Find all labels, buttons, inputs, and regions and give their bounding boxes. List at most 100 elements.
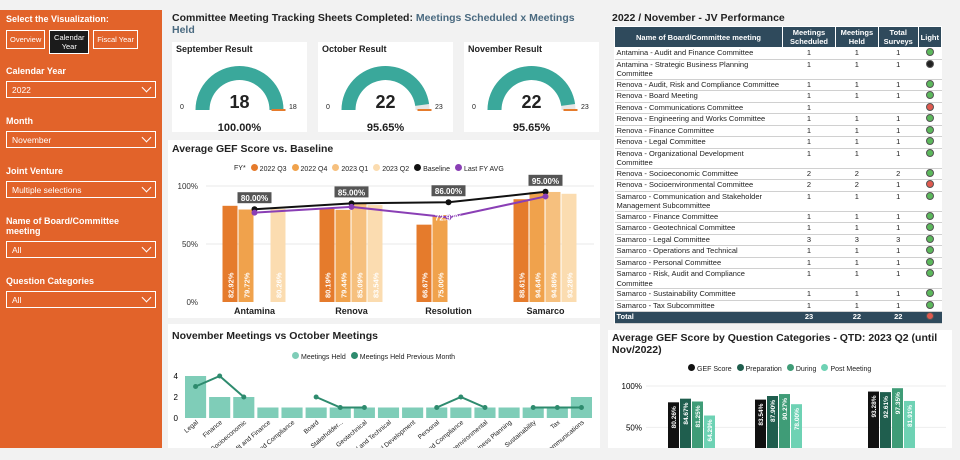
question-category-title: Average GEF Score by Question Categories… <box>612 332 938 356</box>
bar <box>450 407 472 418</box>
legend-swatch <box>291 164 299 171</box>
status-dot-icon <box>925 312 934 320</box>
table-row[interactable]: Renova - Legal Committee 1 1 1 <box>614 136 942 149</box>
status-dot-icon <box>925 180 934 188</box>
column-header[interactable]: Name of Board/Committee meeting <box>614 26 783 48</box>
table-row[interactable]: Renova - Socioenvironmental Committee 2 2 1 <box>614 179 942 192</box>
legend-item[interactable]: During <box>786 364 816 373</box>
metric-cell: 1 <box>835 268 879 289</box>
metric-cell <box>878 102 919 114</box>
table-row[interactable]: Samarco - Personal Committee 1 1 1 <box>614 257 942 269</box>
column-header[interactable]: Meetings Held <box>834 26 879 48</box>
table-row[interactable]: Total 23 22 22 <box>614 311 942 324</box>
metric-cell: 1 <box>878 268 919 289</box>
table-row[interactable]: Antamina - Strategic Business Planning C… <box>614 59 942 80</box>
gauge-percent: 95.65% <box>366 122 405 134</box>
table-row[interactable]: Samarco - Risk, Audit and Compliance Com… <box>614 268 942 289</box>
column-header[interactable]: Light <box>917 26 943 48</box>
table-row[interactable]: Samarco - Finance Committee 1 1 1 <box>614 211 942 223</box>
status-light <box>918 79 942 91</box>
legend-item[interactable]: 2023 Q2 <box>373 164 409 173</box>
table-row[interactable]: Samarco - Operations and Technical 1 1 1 <box>614 245 942 258</box>
status-dot-icon <box>925 223 934 231</box>
legend-item[interactable]: Meetings Held Previous Month <box>350 352 455 361</box>
metric-cell: 2 <box>835 168 879 180</box>
table-row[interactable]: Renova - Organizational Development Comm… <box>614 148 942 169</box>
jv-title: 2022 / November - JV Performance <box>612 12 785 24</box>
column-header[interactable]: Meetings Scheduled <box>782 26 836 48</box>
filter-dropdown[interactable]: November <box>6 131 156 148</box>
gauge-label: October Result <box>322 44 387 54</box>
filter-dropdown[interactable]: All <box>6 241 156 258</box>
calendar-year-toggle[interactable]: Calendar Year <box>49 30 90 54</box>
legend-item[interactable]: 2022 Q4 <box>291 164 327 173</box>
filter-dropdown[interactable]: 2022 <box>6 81 156 98</box>
jv-table: Name of Board/Committee meeting Meetings … <box>614 26 943 324</box>
metric-cell: 1 <box>782 125 836 137</box>
legend-item[interactable]: 2023 Q1 <box>332 164 368 173</box>
table-row[interactable]: Samarco - Legal Committee 3 3 3 <box>614 234 942 246</box>
table-row[interactable]: Antamina - Audit and Finance Committee 1 1… <box>614 47 942 60</box>
baseline-label: 86.00% <box>435 187 462 196</box>
table-row[interactable]: Renova - Audit, Risk and Compliance Comm… <box>614 79 942 91</box>
status-light <box>918 268 942 289</box>
legend-item[interactable]: 2022 Q3 <box>250 164 287 173</box>
metric-cell: 1 <box>878 245 919 258</box>
table-row[interactable]: Renova - Socioeconomic Committee 2 2 2 <box>614 168 942 180</box>
status-dot-icon <box>925 125 934 134</box>
y-tick-label: 50% <box>182 240 198 249</box>
metric-cell: 1 <box>782 288 836 301</box>
overview-toggle[interactable]: Overview <box>6 30 46 49</box>
legend-item[interactable]: GEF Score <box>688 364 732 373</box>
bar <box>474 407 496 418</box>
metric-cell: 1 <box>878 288 919 301</box>
committee-name: Renova - Organizational Development Comm… <box>614 148 783 169</box>
table-row[interactable]: Samarco - Geotechnical Committee 1 1 1 <box>614 222 942 235</box>
metric-cell: 1 <box>835 136 879 149</box>
table-row[interactable]: Renova - Communications Committee 1 <box>614 102 942 114</box>
fiscal-year-toggle[interactable]: Fiscal Year <box>93 30 138 49</box>
bar <box>704 415 715 448</box>
question-category-chart: 50% 100% 80.26% 84.67% 81.25% 64.29% 83.54% 87.… <box>622 382 946 448</box>
gauge-arc <box>341 66 432 111</box>
filter-dropdown[interactable]: All <box>6 291 156 308</box>
metric-cell: 1 <box>835 300 879 312</box>
bar <box>209 397 231 418</box>
metric-cell: 1 <box>835 59 879 80</box>
bar <box>222 205 238 302</box>
bar-data-label: 75.00% <box>437 272 446 298</box>
y-tick-label: 0% <box>186 298 198 307</box>
legend-item[interactable]: Meetings Held <box>292 352 346 361</box>
metric-cell: 1 <box>835 191 879 212</box>
table-row[interactable]: Renova - Finance Committee 1 1 1 <box>614 125 942 137</box>
filter-dropdown[interactable]: Multiple selections <box>6 181 156 198</box>
column-header[interactable]: Total Surveys <box>877 26 919 48</box>
table-row[interactable]: Renova - Engineering and Works Committee… <box>614 113 942 126</box>
legend-swatch <box>821 364 829 371</box>
table-row[interactable]: Renova - Board Meeting 1 1 1 <box>614 90 942 103</box>
legend-swatch <box>332 164 340 171</box>
legend-swatch <box>292 352 299 359</box>
legend-swatch <box>350 352 358 359</box>
committee-name: Antamina - Strategic Business Planning C… <box>614 59 783 80</box>
table-row[interactable]: Samarco - Communication and Stakeholder … <box>614 191 942 212</box>
x-tick-label: Renova <box>335 306 369 316</box>
gauge-max: 18 <box>289 104 297 111</box>
legend-item[interactable]: Post Meeting <box>821 364 871 373</box>
status-dot-icon <box>925 289 934 297</box>
bar <box>185 376 207 418</box>
legend-item[interactable]: Last FY AVG <box>454 164 504 173</box>
table-row[interactable]: Samarco - Sustainability Committee 1 1 1 <box>614 288 942 301</box>
status-dot-icon <box>925 137 934 145</box>
filter-label: Question Categories <box>6 276 95 286</box>
legend-item[interactable]: Baseline <box>414 164 450 173</box>
x-tick-label: Finance <box>202 419 225 439</box>
status-light <box>918 257 942 269</box>
bar-data-label: 81.25% <box>695 405 702 427</box>
metric-cell: 2 <box>835 179 879 192</box>
table-row[interactable]: Samarco - Tax Subcommittee 1 1 1 <box>614 300 942 312</box>
status-light <box>918 311 942 324</box>
gauge-card: October Result 22 95.65% 0 23 <box>318 42 453 134</box>
legend-item[interactable]: Preparation <box>736 364 782 373</box>
